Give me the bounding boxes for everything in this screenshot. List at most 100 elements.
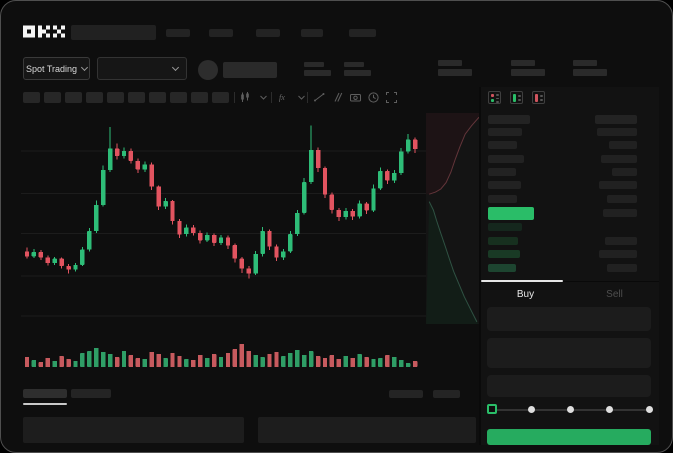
slider-handle[interactable] — [487, 404, 497, 414]
ask-row[interactable] — [481, 128, 659, 137]
okx-logo[interactable] — [23, 25, 65, 38]
active-tab-indicator — [481, 280, 563, 282]
bottom-tab-placeholder[interactable] — [71, 389, 111, 398]
interval-placeholder[interactable] — [23, 92, 40, 103]
tab-sell[interactable]: Sell — [606, 289, 623, 300]
stat-label-placeholder — [344, 62, 364, 67]
candles-icon[interactable] — [239, 91, 252, 104]
tab-buy[interactable]: Buy — [516, 289, 535, 300]
slider-stop-dot[interactable] — [527, 406, 535, 413]
interval-placeholder[interactable] — [191, 92, 208, 103]
ask-price-placeholder — [488, 141, 517, 150]
order-book-and-trade-panel: Buy Sell — [479, 87, 659, 445]
line-tool-icon[interactable] — [313, 91, 326, 104]
fullscreen-icon[interactable] — [385, 91, 398, 104]
indicators-fx-icon[interactable]: fx — [277, 91, 290, 104]
slider-stop-dot[interactable] — [645, 406, 653, 413]
volume-chart — [24, 344, 418, 367]
slider-stop-dot[interactable] — [567, 406, 574, 413]
slider-stop-dot[interactable] — [606, 406, 614, 413]
ask-row[interactable] — [481, 194, 659, 204]
order-form-field-placeholder[interactable] — [487, 307, 651, 331]
 — [540, 99, 543, 101]
ask-amount-placeholder — [599, 181, 637, 190]
candlestick-chart[interactable] — [21, 113, 426, 336]
interval-placeholder[interactable] — [170, 92, 187, 103]
chevron-down-icon[interactable] — [295, 91, 308, 104]
chevron-down-icon[interactable] — [257, 91, 270, 104]
combined-book-icon[interactable] — [488, 91, 501, 104]
stat-label-placeholder — [438, 60, 462, 66]
bottom-tab-placeholder[interactable] — [23, 389, 67, 398]
svg-text:fx: fx — [279, 93, 285, 102]
interval-placeholder[interactable] — [149, 92, 166, 103]
 — [518, 99, 521, 101]
 — [496, 97, 499, 99]
nav-item-placeholder[interactable] — [349, 29, 376, 37]
coin-avatar — [198, 60, 218, 80]
 — [513, 94, 516, 102]
market-type-selector[interactable]: Spot Trading — [23, 57, 90, 80]
buy-submit-button[interactable] — [487, 429, 651, 445]
bid-row[interactable] — [481, 223, 659, 232]
stat-value-placeholder — [511, 69, 545, 76]
stat-value-placeholder — [304, 70, 331, 76]
pair-name-placeholder — [223, 62, 277, 78]
camera-icon[interactable] — [349, 91, 362, 104]
trade-tabs: Buy Sell — [481, 280, 659, 307]
nav-item-placeholder[interactable] — [166, 29, 190, 37]
market-stat-placeholder — [573, 60, 607, 76]
bottom-bar-action-placeholder[interactable] — [389, 390, 423, 398]
interval-placeholder[interactable] — [107, 92, 124, 103]
toolbar-divider — [234, 92, 235, 103]
toolbar-divider — [271, 92, 272, 103]
bottom-bar-action-placeholder[interactable] — [433, 390, 460, 398]
active-tab-underline — [23, 403, 67, 405]
history-icon[interactable] — [367, 91, 380, 104]
ask-row[interactable] — [481, 154, 659, 164]
interval-placeholder[interactable] — [128, 92, 145, 103]
orderbook-amount-header-placeholder — [595, 115, 637, 124]
ask-amount-placeholder — [601, 154, 637, 163]
ask-row[interactable] — [481, 141, 659, 150]
stat-label-placeholder — [511, 60, 535, 66]
 — [540, 95, 543, 97]
nav-item-placeholder[interactable] — [209, 29, 233, 37]
interval-placeholder[interactable] — [65, 92, 82, 103]
depth-chart — [426, 113, 480, 324]
bid-price-placeholder — [488, 236, 518, 245]
ask-amount-placeholder — [597, 128, 637, 136]
market-type-label: Spot Trading — [25, 63, 78, 74]
ask-price-placeholder — [488, 167, 516, 176]
bid-amount-placeholder — [605, 236, 637, 245]
interval-placeholder[interactable] — [86, 92, 103, 103]
bids-book-icon[interactable] — [510, 91, 523, 104]
asks-book-icon[interactable] — [532, 91, 545, 104]
interval-placeholder[interactable] — [44, 92, 61, 103]
 — [491, 99, 494, 102]
bid-row[interactable] — [481, 250, 659, 259]
bid-row[interactable] — [481, 236, 659, 246]
ask-row[interactable] — [481, 167, 659, 177]
order-form-field-placeholder[interactable] — [487, 338, 651, 368]
interval-placeholder[interactable] — [212, 92, 229, 103]
chevron-down-icon — [171, 63, 180, 72]
order-form-field-placeholder[interactable] — [487, 375, 651, 397]
ask-amount-placeholder — [609, 141, 637, 150]
ask-row[interactable] — [481, 181, 659, 190]
bottom-panel-placeholder — [258, 417, 476, 443]
nav-item-placeholder[interactable] — [256, 29, 280, 37]
stat-label-placeholder — [573, 60, 597, 66]
ask-amount-placeholder — [607, 194, 637, 203]
last-price-highlight[interactable] — [488, 207, 534, 220]
ask-price-placeholder — [488, 128, 522, 136]
pair-selector-dropdown[interactable] — [97, 57, 187, 80]
nav-item-placeholder[interactable] — [301, 29, 323, 37]
stat-value-placeholder — [438, 69, 472, 76]
 — [496, 101, 499, 103]
bid-row[interactable] — [481, 264, 659, 273]
header-search-placeholder[interactable] — [71, 25, 156, 40]
compare-icon[interactable] — [331, 91, 344, 104]
bid-amount-placeholder — [599, 250, 637, 259]
